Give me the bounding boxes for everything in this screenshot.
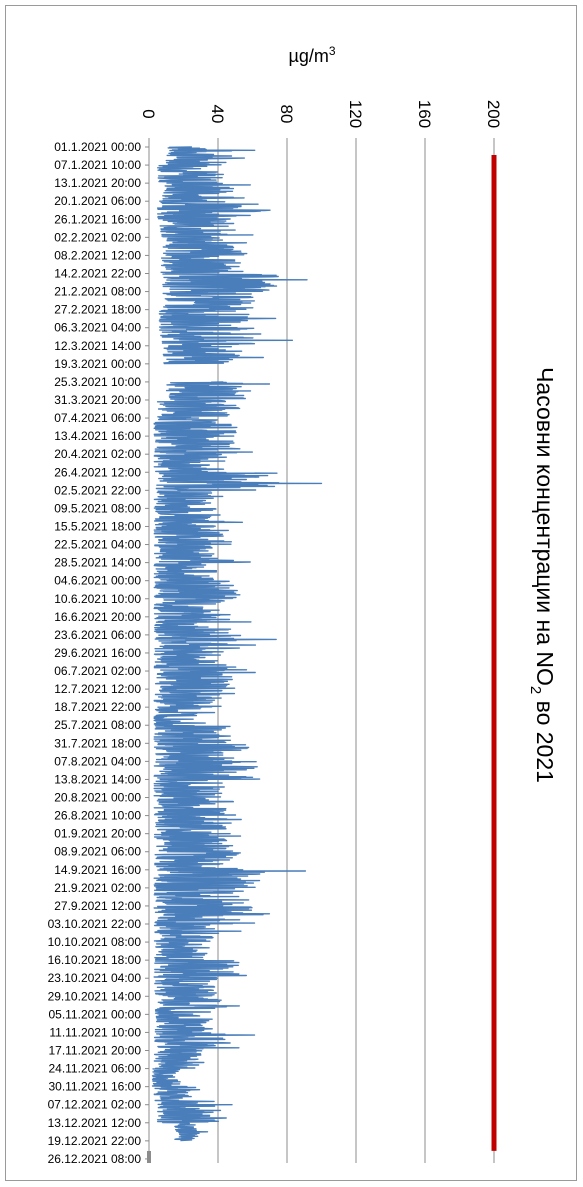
series-layer (151, 146, 497, 1151)
date-tick-label: 06.3.2021 04:00 (54, 321, 141, 335)
date-tick-label: 31.7.2021 18:00 (54, 736, 141, 750)
date-tick-label: 06.7.2021 02:00 (54, 664, 141, 678)
date-tick-label: 19.12.2021 22:00 (48, 1134, 142, 1148)
date-tick-label: 01.1.2021 00:00 (54, 140, 141, 154)
date-tick-label: 25.3.2021 10:00 (54, 375, 141, 389)
date-tick-label: 12.7.2021 12:00 (54, 682, 141, 696)
no2-series-line (151, 381, 323, 1142)
chart-title-main: Часовни концентрации на NO (532, 367, 558, 686)
date-tick-label: 13.8.2021 14:00 (54, 772, 141, 786)
date-tick-label: 20.4.2021 02:00 (54, 447, 141, 461)
date-tick-label: 07.4.2021 06:00 (54, 411, 141, 425)
chart-title-subscript: 2 (527, 686, 544, 694)
value-tick-label: 200 (484, 100, 503, 128)
value-tick-label: 40 (208, 105, 227, 124)
value-tick-label: 80 (277, 105, 296, 124)
date-tick-label: 13.4.2021 16:00 (54, 429, 141, 443)
date-tick-label: 19.3.2021 00:00 (54, 357, 141, 371)
chart-title: Часовни концентрации на NO2 во 2021 (527, 367, 558, 783)
date-tick-label: 16.10.2021 18:00 (48, 953, 142, 967)
date-tick-label: 16.6.2021 20:00 (54, 610, 141, 624)
date-tick-label: 18.7.2021 22:00 (54, 700, 141, 714)
date-tick-label: 24.11.2021 06:00 (48, 1062, 141, 1076)
axes (145, 138, 151, 1163)
value-tick-label: 160 (415, 100, 434, 128)
value-tick-label: 0 (139, 109, 158, 118)
date-tick-label: 27.9.2021 12:00 (54, 899, 141, 913)
date-tick-label: 12.3.2021 14:00 (54, 339, 141, 353)
date-tick-label: 26.8.2021 10:00 (54, 809, 141, 823)
date-tick-label: 01.9.2021 20:00 (54, 827, 141, 841)
date-tick-label: 23.6.2021 06:00 (54, 628, 141, 642)
date-tick-label: 23.10.2021 04:00 (48, 971, 142, 985)
date-tick-label: 15.5.2021 18:00 (54, 519, 141, 533)
date-tick-label: 22.5.2021 04:00 (54, 538, 141, 552)
date-tick-label: 05.11.2021 00:00 (48, 1007, 141, 1021)
date-tick-label: 11.11.2021 10:00 (49, 1025, 141, 1039)
date-tick-label: 07.12.2021 02:00 (48, 1098, 142, 1112)
date-tick-label: 21.2.2021 08:00 (54, 285, 141, 299)
date-tick-label: 07.1.2021 10:00 (54, 158, 141, 172)
date-tick-label: 08.9.2021 06:00 (54, 845, 141, 859)
date-tick-label: 03.10.2021 22:00 (48, 917, 142, 931)
no2-series-line (156, 146, 308, 365)
date-tick-label: 31.3.2021 20:00 (54, 393, 141, 407)
date-tick-label: 09.5.2021 08:00 (54, 501, 141, 515)
date-tick-label: 10.10.2021 08:00 (48, 935, 142, 949)
date-tick-label: 14.2.2021 22:00 (54, 266, 141, 280)
labels: 0 40 80 120 160 200 01.1.2021 00:00 07.1.2021 1… (48, 44, 558, 1166)
date-tick-label: 26.12.2021 08:00 (48, 1152, 142, 1166)
date-tick-label: 29.6.2021 16:00 (54, 646, 141, 660)
date-tick-label: 21.9.2021 02:00 (54, 881, 141, 895)
date-tick-label: 20.8.2021 00:00 (54, 791, 141, 805)
date-tick-label: 25.7.2021 08:00 (54, 718, 141, 732)
date-tick-label: 02.2.2021 02:00 (54, 230, 141, 244)
axis-end-marker (147, 1151, 151, 1163)
date-tick-label: 02.5.2021 22:00 (54, 483, 141, 497)
date-tick-label: 20.1.2021 06:00 (54, 194, 141, 208)
date-tick-label: 28.5.2021 14:00 (54, 556, 141, 570)
value-axis-title: µg/m3 (288, 44, 335, 66)
date-tick-label: 26.4.2021 12:00 (54, 465, 141, 479)
date-tick-label: 10.6.2021 10:00 (54, 592, 141, 606)
date-tick-label: 29.10.2021 14:00 (48, 989, 142, 1003)
date-tick-label: 26.1.2021 16:00 (54, 212, 141, 226)
date-tick-label: 27.2.2021 18:00 (54, 303, 141, 317)
date-tick-label: 14.9.2021 16:00 (54, 863, 141, 877)
value-axis-title-superscript: 3 (329, 44, 336, 58)
chart-title-suffix: во 2021 (532, 694, 558, 783)
date-tick-label: 04.6.2021 00:00 (54, 574, 141, 588)
date-tick-label: 30.11.2021 16:00 (48, 1080, 141, 1094)
date-tick-label: 17.11.2021 20:00 (48, 1044, 141, 1058)
date-tick-label: 13.12.2021 12:00 (48, 1116, 142, 1130)
chart-frame (5, 5, 577, 1181)
date-tick-label: 13.1.2021 20:00 (54, 176, 141, 190)
value-tick-label: 120 (346, 100, 365, 128)
date-tick-label: 07.8.2021 04:00 (54, 754, 141, 768)
date-tick-label: 08.2.2021 12:00 (54, 248, 141, 262)
